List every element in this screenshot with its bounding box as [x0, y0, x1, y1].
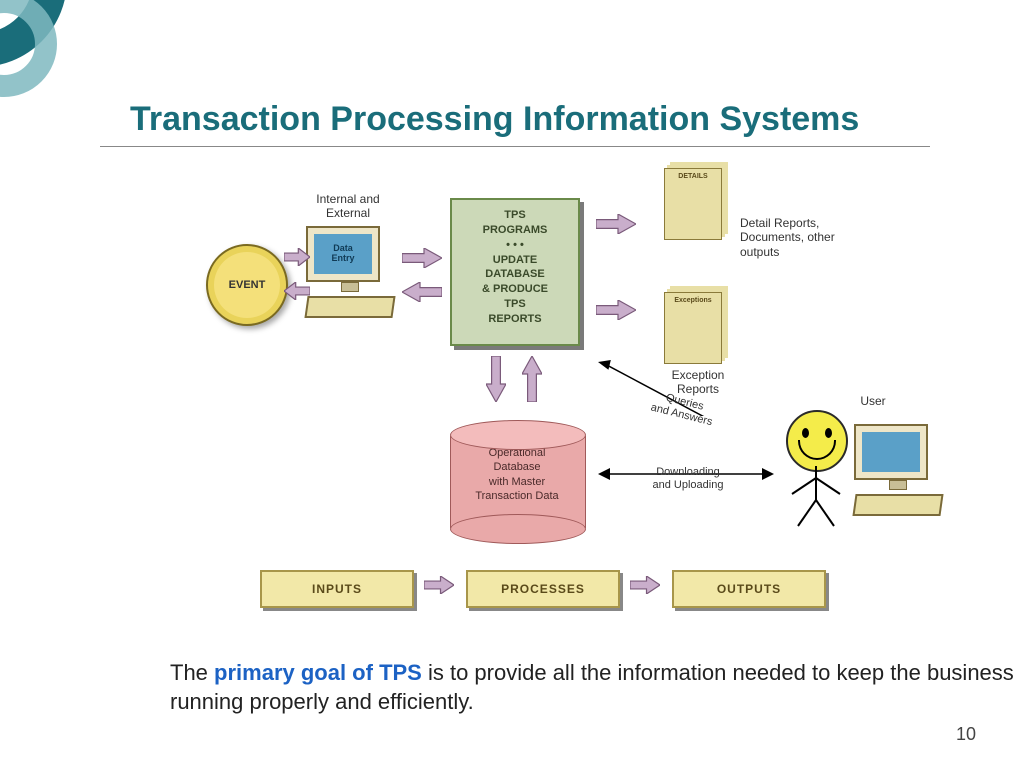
- slide: Transaction Processing Information Syste…: [0, 0, 1024, 767]
- tps-l3: UPDATE: [458, 253, 572, 268]
- arrow-icon: [424, 576, 454, 594]
- details-tag: DETAILS: [669, 173, 717, 180]
- user-computer-icon: [854, 424, 942, 516]
- tps-programs-box: TPS PROGRAMS • • • UPDATE DATABASE & PRO…: [450, 198, 580, 346]
- user-icon: ☺: [786, 410, 848, 472]
- details-document-icon: DETAILS: [664, 168, 722, 240]
- exceptions-tag: Exceptions: [669, 297, 717, 304]
- tps-l4: DATABASE: [458, 267, 572, 282]
- arrow-icon: [284, 248, 310, 266]
- computer-icon: DataEntry: [306, 226, 394, 318]
- caption-emph: primary goal of TPS: [214, 660, 422, 685]
- arrow-icon: [596, 300, 636, 320]
- pc-screen-label: DataEntry: [314, 234, 372, 274]
- tps-l7: REPORTS: [458, 312, 572, 327]
- db-label: Operational Database with Master Transac…: [450, 446, 584, 503]
- tps-l5: & PRODUCE: [458, 282, 572, 297]
- arrow-icon: [284, 282, 310, 300]
- user-body-icon: [788, 466, 844, 530]
- inputs-bar: INPUTS: [260, 570, 414, 608]
- tps-l1: TPS: [458, 208, 572, 223]
- transfer-label: Downloadingand Uploading: [624, 466, 752, 492]
- event-node: EVENT: [206, 244, 288, 326]
- caption-lead: The: [170, 660, 214, 685]
- event-label: EVENT: [229, 279, 266, 291]
- database-icon: Operational Database with Master Transac…: [450, 420, 586, 544]
- arrow-icon: [402, 282, 442, 302]
- arrow-icon: [522, 356, 542, 402]
- tps-l2: PROGRAMS: [458, 223, 572, 238]
- tps-dots: • • •: [458, 238, 572, 253]
- pc-caption: Internal andExternal: [300, 192, 396, 221]
- tps-l6: TPS: [458, 297, 572, 312]
- slide-caption: The primary goal of TPS is to provide al…: [170, 658, 1024, 717]
- corner-ornament-icon: [0, 0, 110, 110]
- outputs-bar: OUTPUTS: [672, 570, 826, 608]
- arrow-icon: [596, 214, 636, 234]
- arrow-icon: [402, 248, 442, 268]
- arrow-icon: [630, 576, 660, 594]
- title-rule: [100, 146, 930, 147]
- user-caption: User: [848, 394, 898, 408]
- page-title: Transaction Processing Information Syste…: [130, 100, 859, 139]
- page-number: 10: [956, 724, 976, 745]
- arrow-icon: [486, 356, 506, 402]
- details-caption: Detail Reports,Documents, otheroutputs: [740, 216, 880, 259]
- processes-bar: PROCESSES: [466, 570, 620, 608]
